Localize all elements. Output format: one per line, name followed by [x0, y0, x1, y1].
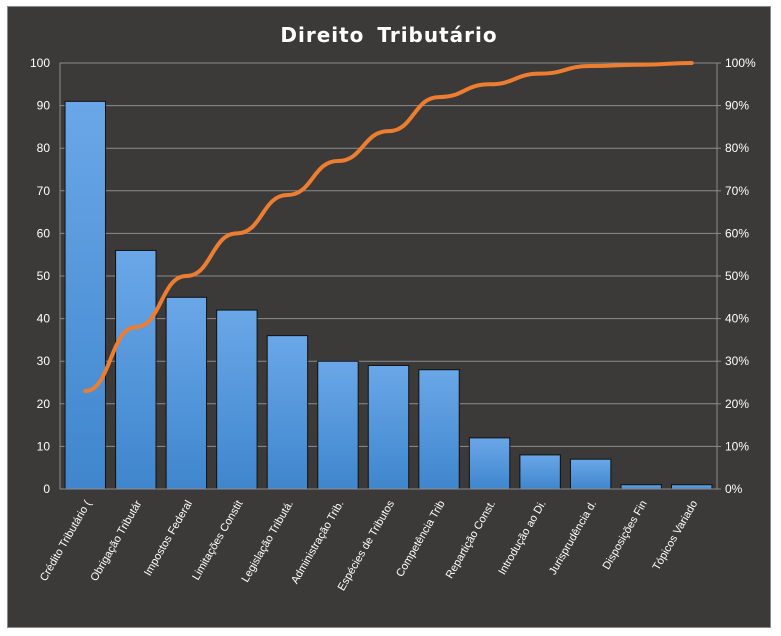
left-tick-label: 50 — [37, 269, 51, 283]
right-tick-label: 100% — [725, 56, 756, 70]
right-tick-label: 70% — [725, 184, 749, 198]
right-tick-label: 30% — [725, 354, 749, 368]
right-tick-label: 60% — [725, 226, 749, 240]
category-label: Jurisprudência d. — [547, 499, 599, 578]
left-axis: 0 10 20 30 40 50 60 70 80 90 100 — [30, 56, 61, 496]
category-label: Impostos Federal — [142, 499, 195, 579]
chart-title: Direito Tributário — [280, 23, 498, 47]
bar — [569, 458, 612, 490]
bar — [64, 100, 106, 490]
left-tick-label: 60 — [37, 226, 51, 240]
right-tick-label: 40% — [725, 312, 749, 326]
bars — [64, 100, 713, 490]
bar — [317, 360, 359, 490]
category-label: Crédito Tributário ( — [38, 498, 94, 583]
bar — [418, 369, 460, 490]
left-tick-label: 40 — [37, 312, 51, 326]
left-tick-label: 100 — [30, 56, 50, 70]
category-label: Espécies de Tributos — [336, 498, 398, 593]
right-tick-label: 0% — [725, 482, 743, 496]
left-tick-label: 30 — [37, 354, 51, 368]
cumulative-line — [83, 61, 694, 394]
bar — [620, 484, 662, 490]
left-tick-label: 90 — [37, 99, 51, 113]
bar — [216, 309, 258, 490]
right-tick-label: 50% — [725, 269, 749, 283]
bar — [468, 437, 511, 490]
bar — [671, 484, 713, 490]
bar — [165, 296, 208, 490]
right-axis: 0% 10% 20% 30% 40% 50% 60% 70% 80% 90% 100% — [716, 56, 756, 496]
category-label: Repartição Const. — [444, 498, 498, 580]
category-label: Competência Trib — [394, 499, 448, 580]
left-tick-label: 10 — [37, 439, 51, 453]
right-tick-label: 10% — [725, 439, 749, 453]
bar — [115, 249, 157, 490]
cumulative-line-path — [83, 61, 694, 394]
category-label: Disposições Fin — [601, 499, 650, 572]
left-tick-label: 20 — [37, 397, 51, 411]
category-label: Administração Trib. — [289, 499, 346, 587]
chart-frame: Direito Tributário 0 10 20 30 40 50 60 70 80 90 10… — [7, 6, 771, 628]
category-label: Limitações Constit — [190, 499, 245, 583]
category-label: Obrigação Tributár — [88, 498, 144, 583]
bar — [266, 335, 309, 490]
pareto-chart: 0 10 20 30 40 50 60 70 80 90 100 0% 10% 20% 30% 40% 50%… — [30, 56, 756, 593]
bar — [367, 364, 410, 490]
category-label: Introdução ao Di. — [496, 499, 548, 578]
right-tick-label: 90% — [725, 99, 749, 113]
x-axis: Crédito Tributário (Obrigação TributárIm… — [38, 488, 717, 593]
bar — [519, 454, 561, 490]
left-tick-label: 0 — [43, 482, 50, 496]
left-tick-label: 70 — [37, 184, 51, 198]
category-label: Tópicos Variado — [651, 499, 701, 573]
right-tick-label: 20% — [725, 397, 749, 411]
left-tick-label: 80 — [37, 141, 51, 155]
right-tick-label: 80% — [725, 141, 749, 155]
category-label: Legislação Tributá. — [239, 499, 296, 585]
